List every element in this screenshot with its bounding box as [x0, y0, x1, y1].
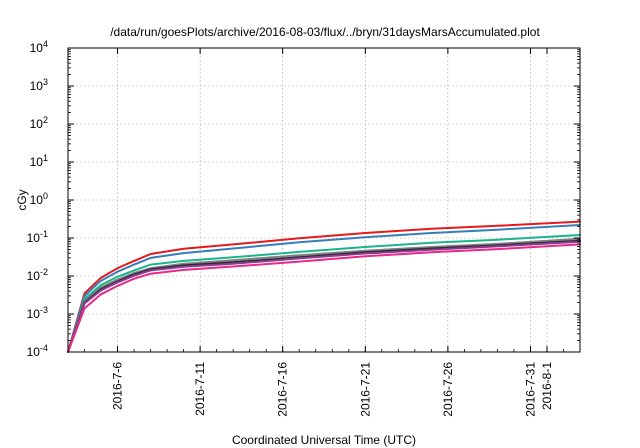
y-tick-label: 10-2 [27, 267, 48, 283]
series-line-1 [67, 220, 581, 353]
y-axis-label: cGy [15, 189, 29, 210]
y-tick-label: 10-1 [27, 229, 48, 245]
series-line-4 [67, 237, 581, 353]
x-tick-label: 2016-7-6 [111, 362, 125, 410]
x-tick-label: 2016-7-31 [523, 362, 537, 417]
x-tick-label: 2016-8-1 [540, 362, 554, 410]
series-line-3 [67, 234, 581, 353]
x-tick-label: 2016-7-16 [276, 362, 290, 417]
y-tick-label: 10-3 [27, 305, 48, 321]
series-group [67, 220, 581, 353]
x-tick-label: 2016-7-21 [358, 362, 372, 417]
chart-title: /data/run/goesPlots/archive/2016-08-03/f… [110, 25, 540, 39]
x-axis-label: Coordinated Universal Time (UTC) [232, 433, 416, 447]
x-tick-label: 2016-7-26 [441, 362, 455, 417]
y-tick-label: 104 [30, 39, 48, 55]
series-line-6 [67, 240, 581, 353]
x-tick-label: 2016-7-11 [193, 362, 207, 416]
y-tick-label: 102 [30, 115, 48, 131]
series-line-2 [67, 224, 581, 353]
y-tick-label: 100 [30, 191, 48, 207]
series-line-7 [67, 243, 581, 353]
y-tick-label: 103 [30, 77, 48, 93]
y-tick-label: 10-4 [27, 343, 48, 359]
x-axis: 2016-7-6 2016-7-11 2016-7-16 2016-7-21 2016-… [67, 48, 581, 417]
y-tick-label: 101 [30, 153, 48, 169]
y-axis: 10-4 10-3 10-2 10-1 100 101 102 103 104 [27, 39, 580, 359]
